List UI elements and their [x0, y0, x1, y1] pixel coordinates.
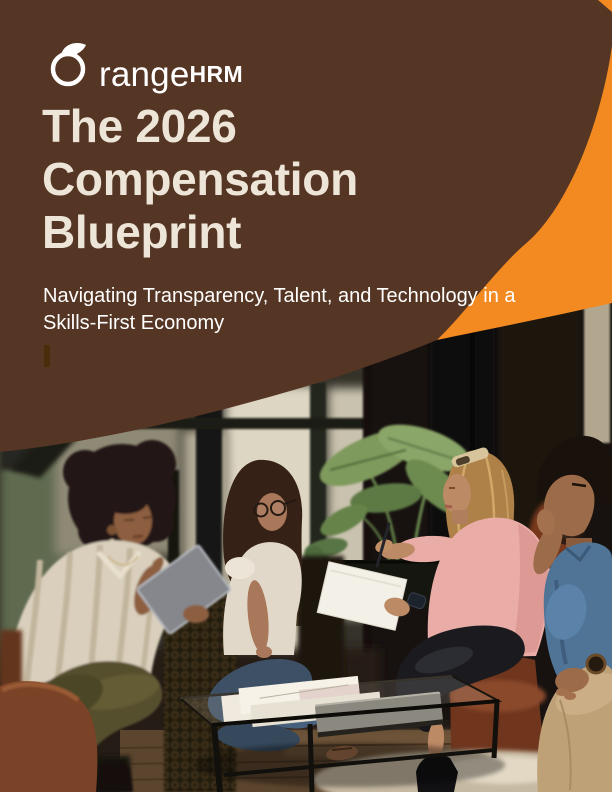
- laptop: [314, 691, 444, 738]
- leather-armchair: [0, 630, 98, 792]
- cover-subtitle: Navigating Transparency, Talent, and Tec…: [43, 285, 516, 334]
- orange-fruit-icon: [50, 43, 86, 87]
- brown-header-shape: [0, 0, 612, 452]
- person-left-woman: [5, 440, 231, 792]
- accent-dash: [44, 345, 50, 367]
- logo-text-suffix: HRM: [189, 61, 244, 87]
- header-shapes: [0, 0, 612, 452]
- orange-accent-wedge: [437, 0, 612, 340]
- logo-text-main: range: [99, 55, 190, 94]
- cover-title: The 2026 Compensation Blueprint: [42, 100, 358, 258]
- person-man: [533, 435, 612, 792]
- coffee-table: [177, 674, 505, 792]
- orangehrm-logo: range HRM: [44, 40, 243, 92]
